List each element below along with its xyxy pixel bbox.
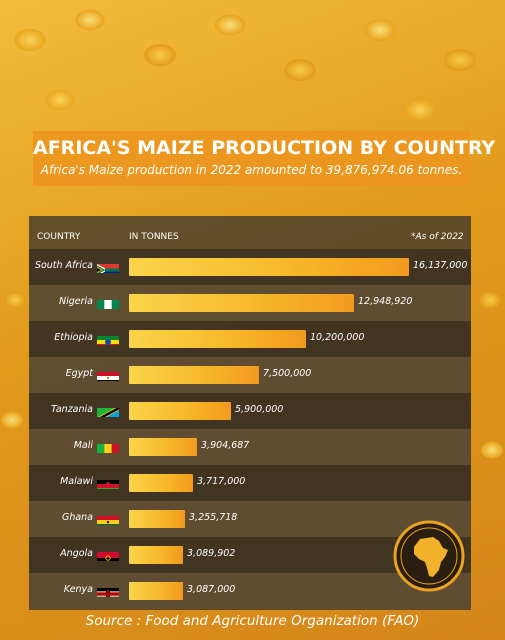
as-of-note: *As of 2022: [411, 232, 464, 242]
chart-title: AFRICA'S MAIZE PRODUCTION BY COUNTRY: [33, 137, 496, 159]
bar: [129, 294, 354, 312]
value-label: 7,500,000: [263, 368, 312, 379]
value-label: 16,137,000: [413, 260, 468, 271]
country-label: Nigeria: [59, 296, 93, 307]
bar: [129, 438, 197, 456]
country-label: South Africa: [34, 260, 93, 271]
country-label: Malawi: [60, 476, 93, 487]
bar: [129, 582, 183, 600]
country-column-header: COUNTRY: [37, 232, 81, 242]
country-label: Angola: [60, 548, 93, 559]
south-africa-flag-icon: [97, 261, 119, 273]
bar: [129, 474, 193, 492]
ghana-flag-icon: [97, 513, 119, 525]
value-label: 3,717,000: [197, 476, 246, 487]
angola-flag-icon: [97, 549, 119, 561]
row-stripe: [29, 465, 471, 501]
chart-subtitle: Africa's Maize production in 2022 amount…: [40, 163, 463, 177]
country-label: Ethiopia: [54, 332, 93, 343]
malawi-flag-icon: [97, 477, 119, 489]
tonnes-column-header: IN TONNES: [129, 232, 179, 242]
value-label: 3,089,902: [187, 548, 236, 559]
value-label: 12,948,920: [358, 296, 413, 307]
mali-flag-icon: [97, 441, 119, 453]
africa-map-icon: [393, 520, 465, 592]
country-label: Ghana: [61, 512, 93, 523]
country-label: Tanzania: [51, 404, 93, 415]
value-label: 10,200,000: [310, 332, 365, 343]
value-label: 3,255,718: [189, 512, 238, 523]
kenya-flag-icon: [97, 585, 119, 597]
bar: [129, 402, 231, 420]
source-note: Source : Food and Agriculture Organizati…: [85, 613, 420, 629]
country-label: Egypt: [65, 368, 93, 379]
bar: [129, 366, 259, 384]
country-label: Mali: [73, 440, 93, 451]
bar: [129, 546, 183, 564]
value-label: 5,900,000: [235, 404, 284, 415]
row-stripe: [29, 429, 471, 465]
nigeria-flag-icon: [97, 297, 119, 309]
title-banner: [33, 131, 470, 186]
ethiopia-flag-icon: [97, 333, 119, 345]
country-label: Kenya: [63, 584, 93, 595]
bar: [129, 258, 409, 276]
egypt-flag-icon: [97, 369, 119, 381]
bar: [129, 510, 185, 528]
bar: [129, 330, 306, 348]
value-label: 3,904,687: [201, 440, 250, 451]
tanzania-flag-icon: [97, 405, 119, 417]
value-label: 3,087,000: [187, 584, 236, 595]
